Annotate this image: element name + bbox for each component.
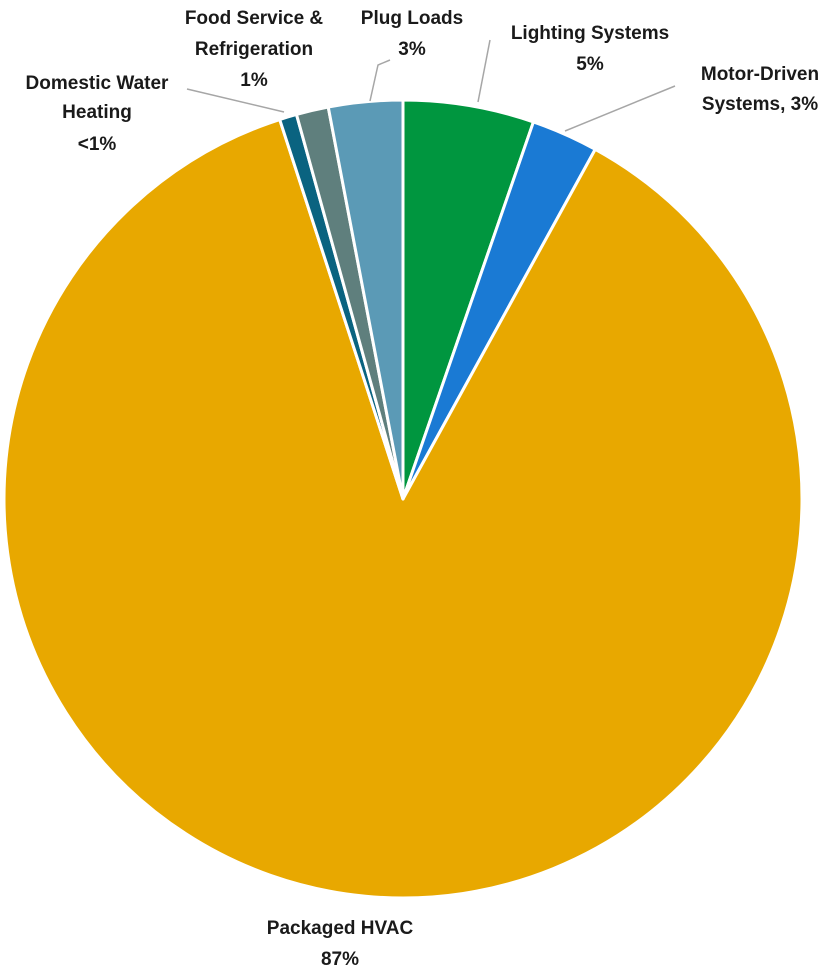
data-label-food-service-and-refrigeration: 1% (240, 70, 268, 91)
data-label-lighting-systems: 5% (576, 54, 604, 75)
data-label-motor-driven-systems: Systems, 3% (702, 94, 818, 115)
pie-slice-plug-loads (326, 98, 405, 501)
data-label-packaged-hvac: Packaged HVAC (267, 918, 414, 939)
data-label-food-service-and-refrigeration: Food Service & (185, 8, 324, 29)
data-label-plug-loads: 3% (398, 39, 426, 60)
data-label-domestic-water-heating: Domestic Water (26, 73, 169, 94)
leader-line-lighting-systems (477, 39, 491, 103)
leader-lines (186, 39, 676, 132)
slice-labels: Lighting Systems 5% Motor-Driven Systems, 3… (26, 8, 820, 970)
leader-line-domestic-water-heating (186, 88, 285, 113)
pie-slice-packaged-hvac (2, 118, 804, 900)
data-label-domestic-water-heating: Heating (62, 102, 132, 123)
data-label-plug-loads: Plug Loads (361, 8, 463, 29)
pie-slices (2, 98, 804, 900)
data-label-lighting-systems: Lighting Systems (511, 23, 669, 44)
leader-line-motor-driven-systems (564, 85, 676, 132)
data-label-packaged-hvac: 87% (321, 949, 359, 970)
data-label-motor-driven-systems: Motor-Driven (701, 64, 819, 85)
data-label-food-service-and-refrigeration: Refrigeration (195, 39, 313, 60)
leader-line-plug-loads (369, 59, 391, 102)
data-label-domestic-water-heating: <1% (78, 134, 117, 155)
